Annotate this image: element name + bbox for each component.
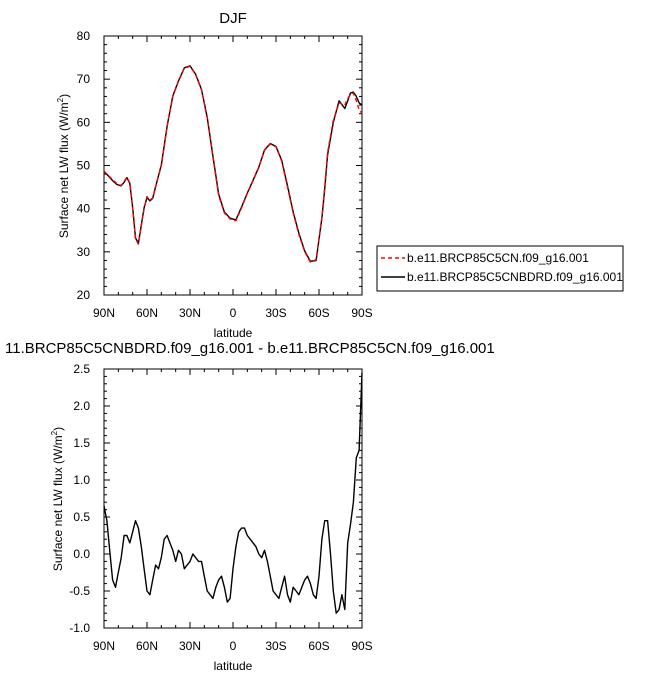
bottom-y-axis-label-sup: 2 [50,430,59,435]
top-plot-frame [103,35,363,296]
top-series-line-2 [103,65,363,262]
top-x-tick-label: 30S [265,306,286,320]
top-y-axis-label-close: ) [57,94,71,98]
bottom-plot-area: 90N 60N 30N 0 30S 60S 90S -1.0 -0.5 0.0 0.5 1.0 1.5 2… [69,362,372,653]
top-y-axis-label-sup: 2 [56,97,65,102]
top-plot-area: 90N 60N 30N 0 30S 60S 90S 20 30 40 50 60 70 80 [77,29,373,320]
top-x-tick-label: 90S [351,306,372,320]
bottom-chart-title: 11.BRCP85C5CNBDRD.f09_g16.001 - b.e11.BR… [5,340,495,357]
bottom-chart: 11.BRCP85C5CNBDRD.f09_g16.001 - b.e11.BR… [5,340,495,673]
top-y-tick-label: 20 [77,288,91,302]
top-x-tick-label: 90N [93,306,115,320]
top-chart: DJF 90N 60N 30N 0 30S 60S 90S 20 30 40 50 60 70 80 la… [56,10,624,340]
bottom-y-tick-label: 0.5 [73,510,90,524]
top-y-axis-label-main: Surface net LW flux (W/m [57,102,71,238]
top-x-tick-label: 60S [308,306,329,320]
bottom-y-tick-label: 1.5 [73,436,90,450]
legend-label-series-1: b.e11.BRCP85C5CN.f09_g16.001 [407,251,589,265]
bottom-series-line-1 [103,372,363,614]
legend: b.e11.BRCP85C5CN.f09_g16.001 b.e11.BRCP8… [376,245,624,292]
bottom-x-tick-label: 0 [230,639,237,653]
top-chart-title: DJF [219,10,247,27]
bottom-x-tick-label: 60N [136,639,158,653]
top-series-line-1 [103,65,363,263]
bottom-y-tick-label: 2.5 [73,362,90,376]
top-x-tick-label: 0 [230,306,237,320]
top-y-tick-label: 80 [77,29,91,43]
bottom-y-tick-label: 0.0 [73,547,90,561]
bottom-plot-frame [103,368,363,629]
legend-label-series-2: b.e11.BRCP85C5CNBDRD.f09_g16.001 [407,270,623,284]
top-y-tick-label: 30 [77,245,91,259]
bottom-y-tick-label: -0.5 [69,584,90,598]
bottom-y-axis-label: Surface net LW flux (W/m2) [50,427,65,571]
bottom-x-tick-label: 90S [351,639,372,653]
bottom-x-tick-label: 30S [265,639,286,653]
top-y-axis-label: Surface net LW flux (W/m2) [56,94,71,238]
top-y-tick-label: 60 [77,115,91,129]
bottom-x-tick-label: 60S [308,639,329,653]
top-y-tick-label: 70 [77,72,91,86]
top-x-axis-label: latitude [214,326,253,340]
bottom-y-axis-label-close: ) [51,427,65,431]
bottom-y-tick-label: -1.0 [69,621,90,635]
top-y-tick-label: 50 [77,159,91,173]
top-y-tick-label: 40 [77,202,91,216]
bottom-x-tick-label: 90N [93,639,115,653]
bottom-y-tick-label: 2.0 [73,399,90,413]
bottom-y-tick-label: 1.0 [73,473,90,487]
bottom-x-axis-label: latitude [214,659,253,673]
top-x-tick-label: 60N [136,306,158,320]
bottom-x-tick-label: 30N [179,639,201,653]
top-x-tick-label: 30N [179,306,201,320]
legend-box [376,245,624,292]
bottom-y-axis-label-main: Surface net LW flux (W/m [51,435,65,571]
